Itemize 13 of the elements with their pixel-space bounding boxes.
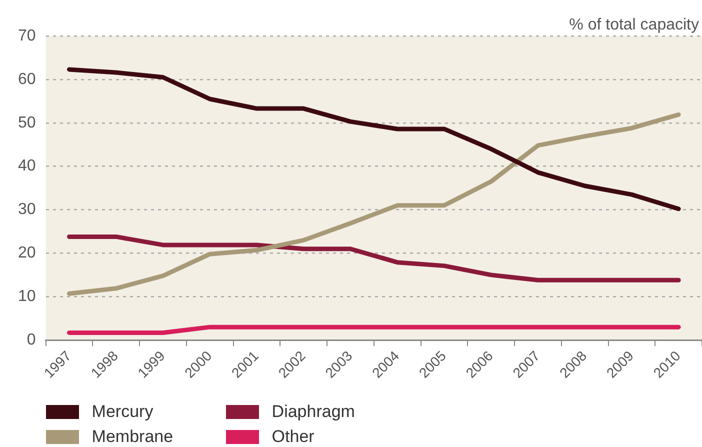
y-tick-label: 50 [18,114,36,132]
y-tick-label: 20 [18,244,36,262]
legend-label: Membrane [92,426,174,446]
y-tick-label: 30 [18,201,36,218]
y-tick-label: 0 [26,332,36,349]
legend-label: Diaphragm [272,402,355,422]
y-tick-label: 40 [18,158,36,175]
y-tick-label: 60 [18,70,36,88]
y-tick-label: 10 [18,288,36,306]
legend-label: Other [272,426,314,446]
y-axis-title: % of total capacity [569,16,699,34]
y-tick-label: 70 [18,27,36,44]
legend-label: Mercury [92,402,154,422]
